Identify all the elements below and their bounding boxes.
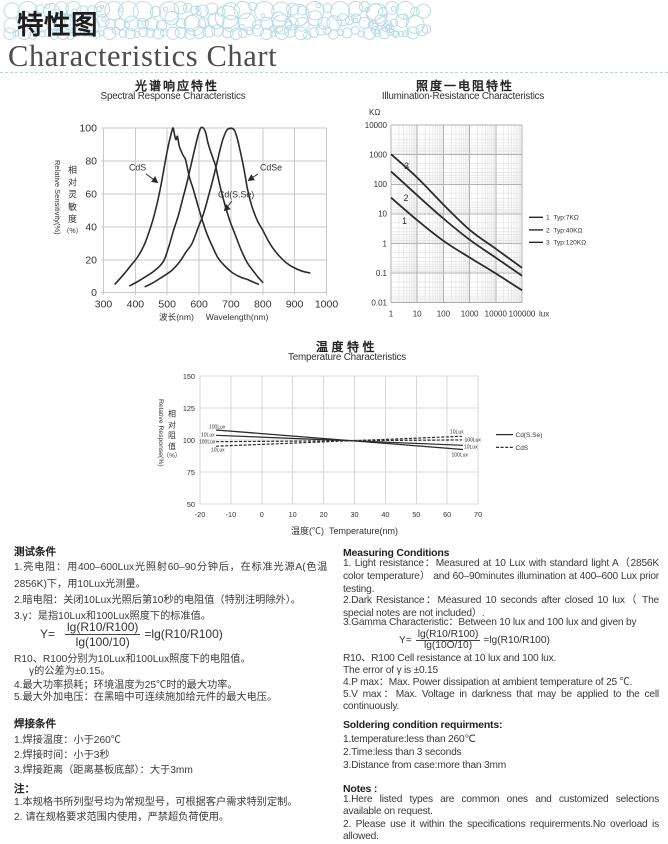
- svg-text:300: 300: [95, 299, 113, 311]
- svg-text:150: 150: [183, 372, 195, 381]
- svg-text:0: 0: [91, 287, 97, 299]
- svg-text:温度(℃) Temperature(nm): 温度(℃) Temperature(nm): [291, 525, 398, 536]
- svg-text:60: 60: [443, 510, 451, 519]
- svg-text:10000: 10000: [365, 121, 388, 130]
- svg-text:125: 125: [183, 404, 195, 413]
- svg-text:700: 700: [222, 299, 240, 311]
- svg-text:3: 3: [404, 161, 409, 171]
- svg-text:20: 20: [85, 254, 97, 266]
- svg-text:CdSe: CdSe: [260, 163, 282, 173]
- svg-text:度: 度: [68, 213, 77, 224]
- svg-text:10Lux: 10Lux: [211, 448, 225, 454]
- svg-text:10: 10: [289, 510, 297, 519]
- svg-text:500: 500: [158, 299, 176, 311]
- svg-text:-20: -20: [195, 510, 206, 519]
- svg-text:50: 50: [412, 510, 420, 519]
- svg-text:2: 2: [404, 193, 409, 203]
- svg-text:60: 60: [85, 189, 97, 201]
- svg-text:900: 900: [286, 299, 304, 311]
- svg-text:40: 40: [85, 221, 97, 233]
- svg-text:lux: lux: [539, 310, 549, 319]
- svg-text:0.01: 0.01: [371, 299, 387, 308]
- svg-text:100: 100: [374, 180, 388, 189]
- svg-text:800: 800: [254, 299, 272, 311]
- svg-text:75: 75: [187, 468, 195, 477]
- svg-text:KΩ: KΩ: [369, 108, 380, 117]
- svg-text:70: 70: [474, 510, 482, 519]
- svg-text:敏: 敏: [68, 201, 77, 212]
- svg-text:10Lux: 10Lux: [450, 430, 464, 436]
- svg-text:100000: 100000: [509, 310, 536, 319]
- svg-text:Relative Response(%): Relative Response(%): [157, 399, 164, 467]
- svg-text:100: 100: [437, 310, 451, 319]
- svg-text:相: 相: [68, 164, 77, 175]
- svg-text:对: 对: [68, 176, 77, 187]
- svg-text:10Lux: 10Lux: [201, 433, 215, 439]
- svg-text:50: 50: [187, 500, 195, 509]
- svg-text:1 Typ:7KΩ: 1 Typ:7KΩ: [546, 215, 579, 222]
- svg-text:1: 1: [389, 310, 394, 319]
- svg-text:100Lux: 100Lux: [465, 438, 482, 444]
- svg-text:波长(nm) Wavelength(nm): 波长(nm) Wavelength(nm): [159, 311, 269, 322]
- svg-text:100Lux: 100Lux: [452, 453, 469, 459]
- svg-text:（%）: （%）: [62, 227, 82, 235]
- svg-text:10Lux: 10Lux: [464, 444, 478, 450]
- svg-text:1000: 1000: [369, 151, 387, 160]
- svg-text:100Lux: 100Lux: [199, 440, 216, 446]
- svg-text:对: 对: [168, 419, 176, 429]
- svg-text:3 Typ:120KΩ: 3 Typ:120KΩ: [546, 240, 586, 247]
- svg-text:Cd(S.Se): Cd(S.Se): [516, 432, 543, 439]
- svg-text:CdS: CdS: [516, 445, 529, 452]
- svg-text:-10: -10: [226, 510, 237, 519]
- svg-text:2 Typ:40KΩ: 2 Typ:40KΩ: [546, 227, 583, 234]
- svg-text:Cd(S.Se): Cd(S.Se): [218, 190, 254, 200]
- svg-text:10: 10: [378, 210, 387, 219]
- svg-text:0.1: 0.1: [376, 269, 388, 278]
- svg-text:CdS: CdS: [129, 163, 146, 173]
- svg-text:600: 600: [190, 299, 208, 311]
- svg-text:100: 100: [183, 436, 195, 445]
- svg-text:1000: 1000: [461, 310, 479, 319]
- svg-text:20: 20: [320, 510, 328, 519]
- svg-text:10: 10: [413, 310, 422, 319]
- svg-text:80: 80: [85, 156, 97, 168]
- svg-text:灵: 灵: [68, 190, 77, 200]
- svg-text:30: 30: [350, 510, 358, 519]
- svg-text:1: 1: [402, 216, 407, 226]
- svg-text:1: 1: [383, 239, 388, 248]
- svg-text:值: 值: [168, 441, 176, 451]
- svg-text:10000: 10000: [485, 310, 508, 319]
- svg-text:40: 40: [381, 510, 389, 519]
- svg-text:（%）: （%）: [163, 453, 181, 460]
- svg-text:100Lux: 100Lux: [209, 425, 226, 431]
- svg-text:400: 400: [127, 299, 145, 311]
- svg-text:相: 相: [168, 409, 176, 419]
- svg-text:Relative Sensitivity(%): Relative Sensitivity(%): [53, 160, 62, 235]
- svg-text:100: 100: [79, 123, 97, 135]
- svg-text:1000: 1000: [315, 299, 339, 311]
- svg-text:阻: 阻: [168, 431, 176, 440]
- svg-text:0: 0: [260, 510, 264, 519]
